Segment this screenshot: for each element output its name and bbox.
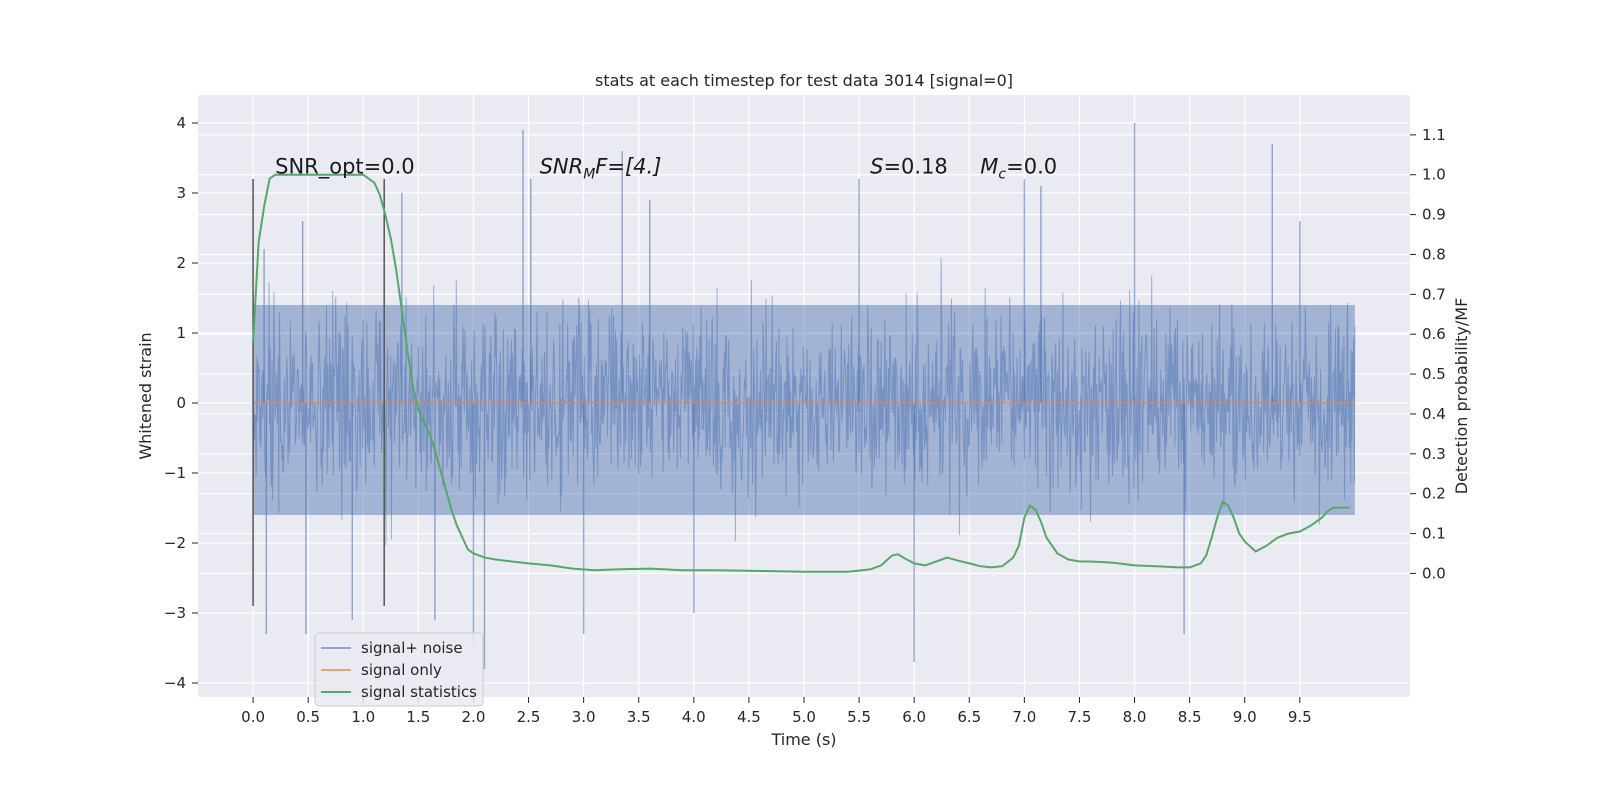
x-tick-label: 0.0 <box>241 708 265 726</box>
x-axis-label: Time (s) <box>770 730 836 749</box>
x-tick-label: 4.5 <box>737 708 761 726</box>
legend-label: signal only <box>361 661 442 679</box>
axes: 0.0 0.5 1.0 1.5 2.0 2.5 3.0 3.5 4.0 4.5 5.0 5.5 6.0 6… <box>164 114 1446 726</box>
x-tick-label: 2.0 <box>462 708 486 726</box>
y-tick-label: 3 <box>176 184 186 202</box>
y-tick-label: 2 <box>176 254 186 272</box>
x-tick-label: 7.0 <box>1012 708 1036 726</box>
chart-marks <box>252 173 1355 606</box>
legend-label: signal statistics <box>361 683 477 701</box>
x-tick-label: 1.0 <box>351 708 375 726</box>
legend-box <box>314 632 484 707</box>
y2-tick-label: 0.1 <box>1422 525 1446 543</box>
annotation-sub: M <box>583 167 595 183</box>
y-tick-label: 1 <box>176 324 186 342</box>
noise-series <box>252 123 1356 669</box>
y2-tick-label: 0.2 <box>1422 485 1446 503</box>
x-tick-label: 5.0 <box>792 708 816 726</box>
annotation-sub: c <box>998 167 1006 183</box>
noise-dense-band <box>253 305 1355 515</box>
y2-tick-label: 1.1 <box>1422 126 1446 144</box>
x-tick-label: 8.0 <box>1123 708 1147 726</box>
x-tick-label: 9.5 <box>1288 708 1312 726</box>
y2-tick-label: 1.0 <box>1422 166 1446 184</box>
y2-tick-label: 0.6 <box>1422 325 1446 343</box>
x-tick-label: 1.5 <box>406 708 430 726</box>
annotation-main: S <box>870 155 883 179</box>
noise-trace <box>252 258 1356 545</box>
y2-tick-label: 0.7 <box>1422 285 1446 303</box>
y-tick-label: −2 <box>164 534 186 552</box>
y-tick-label: −3 <box>164 604 186 622</box>
annotation-main: M <box>980 155 998 179</box>
x-tick-label: 6.5 <box>957 708 981 726</box>
annotation-tail: F=[4.] <box>595 155 661 179</box>
legend-label: signal+ noise <box>361 639 463 657</box>
x-tick-label: 9.0 <box>1233 708 1257 726</box>
y2-tick-label: 0.4 <box>1422 405 1446 423</box>
annotation-tail: =0.18 <box>883 155 947 179</box>
y2-tick-label: 0.3 <box>1422 445 1446 463</box>
annotation-text: Mc=0.0 <box>980 155 1057 183</box>
y2-tick-label: 0.8 <box>1422 245 1446 263</box>
x-tick-label: 0.5 <box>296 708 320 726</box>
y-tick-label: −4 <box>164 674 186 692</box>
grid-lines <box>198 95 1410 697</box>
y2-tick-label: 0.5 <box>1422 365 1446 383</box>
x-tick-label: 4.0 <box>682 708 706 726</box>
x-tick-label: 2.5 <box>517 708 541 726</box>
x-tick-label: 5.5 <box>847 708 871 726</box>
y-tick-label: 0 <box>176 394 186 412</box>
x-tick-label: 7.5 <box>1068 708 1092 726</box>
y2-axis-label: Detection probability/MF <box>1452 298 1471 495</box>
x-tick-label: 6.0 <box>902 708 926 726</box>
annotation-main: SNR <box>540 155 584 179</box>
annotation-text: SNRMF=[4.] <box>540 155 662 183</box>
annotations: SNR_opt=0.0 SNRMF=[4.] S=0.18 Mc=0.0 <box>275 155 1057 183</box>
y-axis-label: Whitened strain <box>136 332 155 459</box>
annotation-main: SNR_opt=0.0 <box>275 155 415 180</box>
signal-statistics-line <box>252 173 1350 573</box>
x-tick-label: 8.5 <box>1178 708 1202 726</box>
annotation-tail: =0.0 <box>1006 155 1057 179</box>
annotation-text: S=0.18 <box>870 155 948 179</box>
annotation-text: SNR_opt=0.0 <box>275 155 415 180</box>
y2-tick-label: 0.9 <box>1422 206 1446 224</box>
y2-tick-label: 0.0 <box>1422 564 1446 582</box>
y-tick-label: 4 <box>176 114 186 132</box>
legend: signal+ noise signal only signal statistic… <box>314 632 484 707</box>
chart-title: stats at each timestep for test data 301… <box>595 71 1013 90</box>
x-tick-label: 3.5 <box>627 708 651 726</box>
x-tick-label: 3.0 <box>572 708 596 726</box>
y-tick-label: −1 <box>164 464 186 482</box>
